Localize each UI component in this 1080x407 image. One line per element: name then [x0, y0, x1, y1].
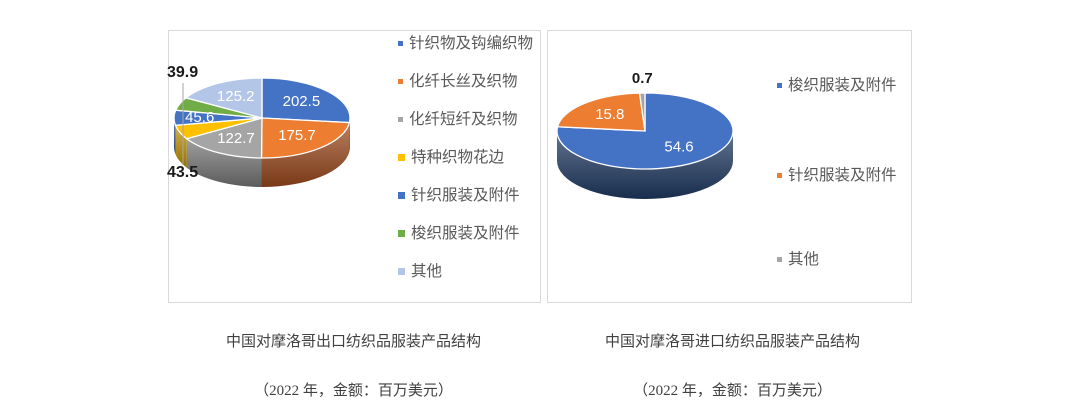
svg-text:15.8: 15.8	[595, 106, 624, 123]
svg-text:125.2: 125.2	[217, 88, 255, 105]
svg-text:39.9: 39.9	[167, 64, 198, 81]
svg-text:43.5: 43.5	[167, 164, 198, 181]
svg-text:54.6: 54.6	[664, 138, 693, 155]
svg-text:45.6: 45.6	[185, 109, 214, 126]
svg-text:0.7: 0.7	[632, 70, 653, 87]
svg-text:202.5: 202.5	[283, 93, 321, 110]
svg-text:122.7: 122.7	[217, 130, 255, 147]
svg-text:175.7: 175.7	[278, 127, 316, 144]
